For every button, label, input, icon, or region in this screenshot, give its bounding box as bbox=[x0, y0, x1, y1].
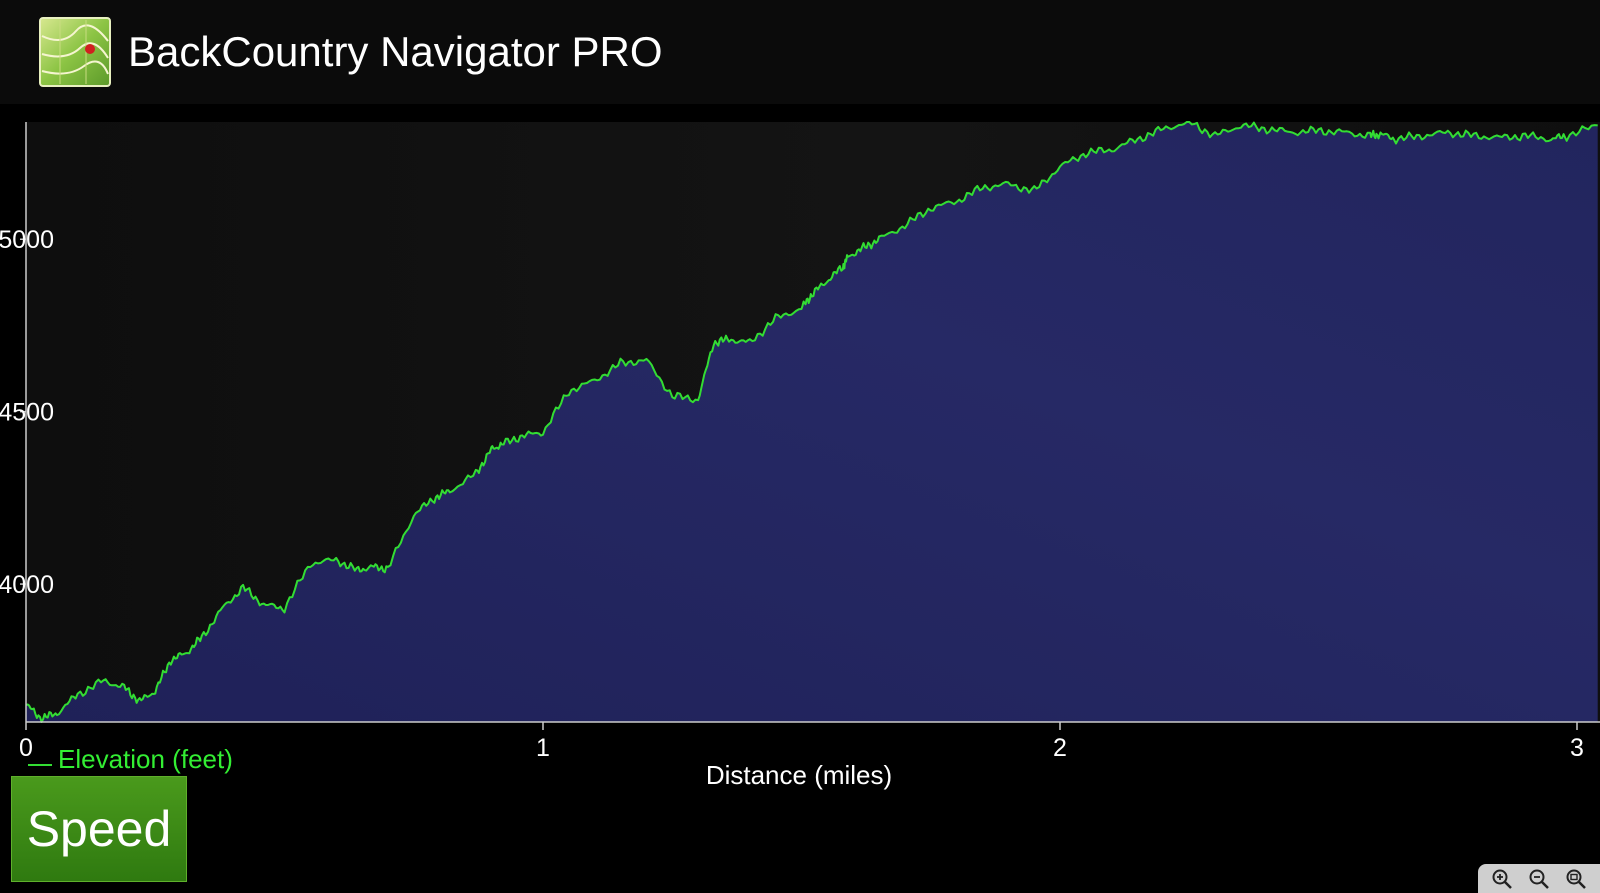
app-title: BackCountry Navigator PRO bbox=[128, 28, 663, 75]
zoom-in-icon bbox=[1492, 869, 1513, 889]
x-axis-title: Distance (miles) bbox=[706, 760, 892, 790]
y-tick-label: 4000 bbox=[0, 571, 54, 599]
elevation-line bbox=[25, 121, 1598, 723]
action-bar: BackCountry Navigator PRO bbox=[0, 0, 1600, 104]
legend-label: Elevation (feet) bbox=[58, 744, 233, 774]
x-tick-label: 0 bbox=[19, 734, 33, 762]
zoom-fit-icon bbox=[1566, 869, 1586, 889]
zoom-in-button[interactable] bbox=[1487, 866, 1517, 892]
legend: Elevation (feet) bbox=[28, 744, 233, 774]
zoom-controls bbox=[1478, 864, 1600, 893]
x-tick-label: 2 bbox=[1053, 734, 1067, 762]
y-tick-label: 5000 bbox=[0, 226, 54, 254]
zoom-out-button[interactable] bbox=[1524, 866, 1554, 892]
x-tick-label: 1 bbox=[536, 734, 550, 762]
x-tick-label: 3 bbox=[1570, 734, 1584, 762]
speed-button[interactable]: Speed bbox=[11, 776, 187, 882]
zoom-out-icon bbox=[1529, 869, 1549, 889]
elevation-area bbox=[26, 122, 1598, 722]
map-app-icon[interactable] bbox=[38, 16, 112, 88]
y-tick-label: 4500 bbox=[0, 399, 54, 427]
zoom-fit-button[interactable] bbox=[1561, 866, 1591, 892]
